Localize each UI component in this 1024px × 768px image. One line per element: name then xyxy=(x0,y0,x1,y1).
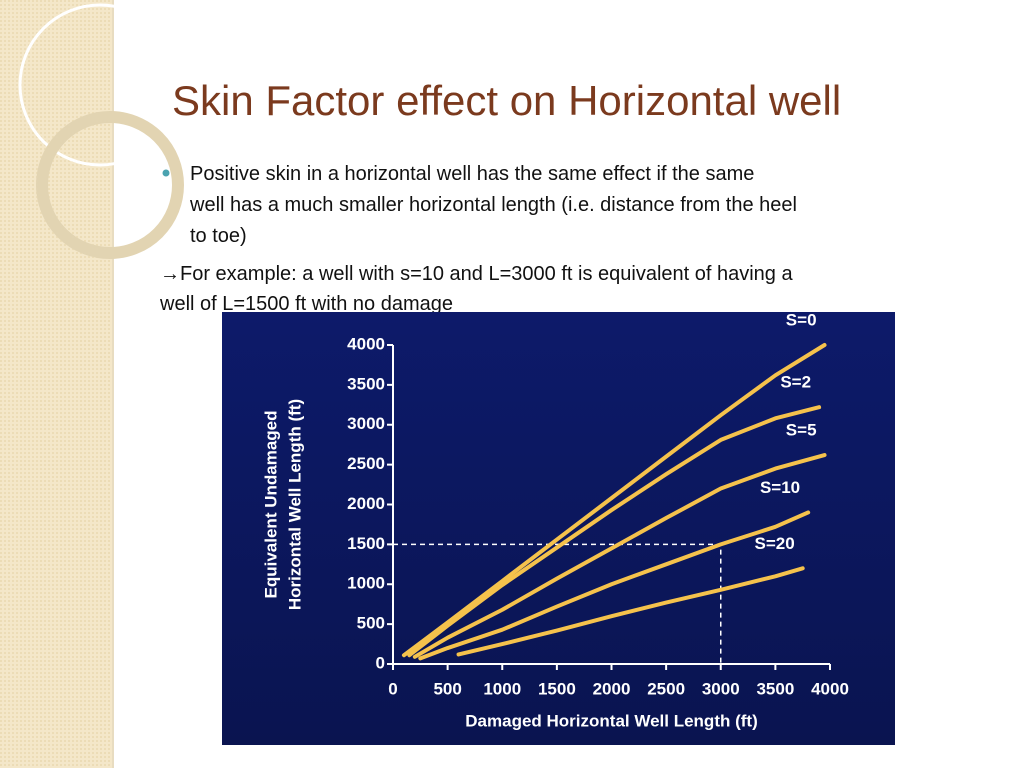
legend-label: S=10 xyxy=(760,478,800,497)
y-tick-label: 2000 xyxy=(347,494,385,513)
bullet-dot xyxy=(162,169,170,177)
y-tick-label: 500 xyxy=(357,614,385,633)
example-line: →For example: a well with s=10 and L=300… xyxy=(160,263,793,285)
y-tick-label: 3500 xyxy=(347,374,385,393)
y-axis-label: Horizontal Well Length (ft) xyxy=(285,399,304,610)
series-line xyxy=(418,510,811,661)
bullet-line: Positive skin in a horizontal well has t… xyxy=(190,163,754,185)
legend-label: S=5 xyxy=(786,421,817,440)
chart-panel xyxy=(222,312,895,745)
series-line xyxy=(407,405,822,658)
example-line: well of L=1500 ft with no damage xyxy=(159,293,453,315)
y-tick-label: 0 xyxy=(376,653,385,672)
title: Skin Factor effect on Horizontal well xyxy=(172,77,841,124)
x-tick-label: 0 xyxy=(388,679,397,698)
side-strip xyxy=(0,0,112,768)
x-tick-label: 4000 xyxy=(811,679,849,698)
x-tick-label: 2000 xyxy=(593,679,631,698)
y-tick-label: 2500 xyxy=(347,454,385,473)
y-tick-label: 4000 xyxy=(347,334,385,353)
series-line xyxy=(401,343,827,658)
decor-circle xyxy=(36,111,184,259)
x-tick-label: 2500 xyxy=(647,679,685,698)
y-tick-label: 1000 xyxy=(347,574,385,593)
decor-circle xyxy=(18,3,182,167)
y-axis-label: Equivalent Undamaged xyxy=(261,411,280,599)
x-tick-label: 3500 xyxy=(756,679,794,698)
x-tick-label: 3000 xyxy=(702,679,740,698)
series-line xyxy=(456,566,805,657)
legend-label: S=2 xyxy=(780,373,811,392)
series-line xyxy=(412,453,827,659)
x-tick-label: 1000 xyxy=(483,679,521,698)
y-tick-label: 3000 xyxy=(347,414,385,433)
x-axis-label: Damaged Horizontal Well Length (ft) xyxy=(465,711,757,730)
legend-label: S=20 xyxy=(755,534,795,553)
bullet-line: well has a much smaller horizontal lengt… xyxy=(189,194,797,216)
x-tick-label: 1500 xyxy=(538,679,576,698)
y-tick-label: 1500 xyxy=(347,534,385,553)
legend-label: S=0 xyxy=(786,310,817,329)
x-tick-label: 500 xyxy=(433,679,461,698)
bullet-line: to toe) xyxy=(190,225,247,247)
